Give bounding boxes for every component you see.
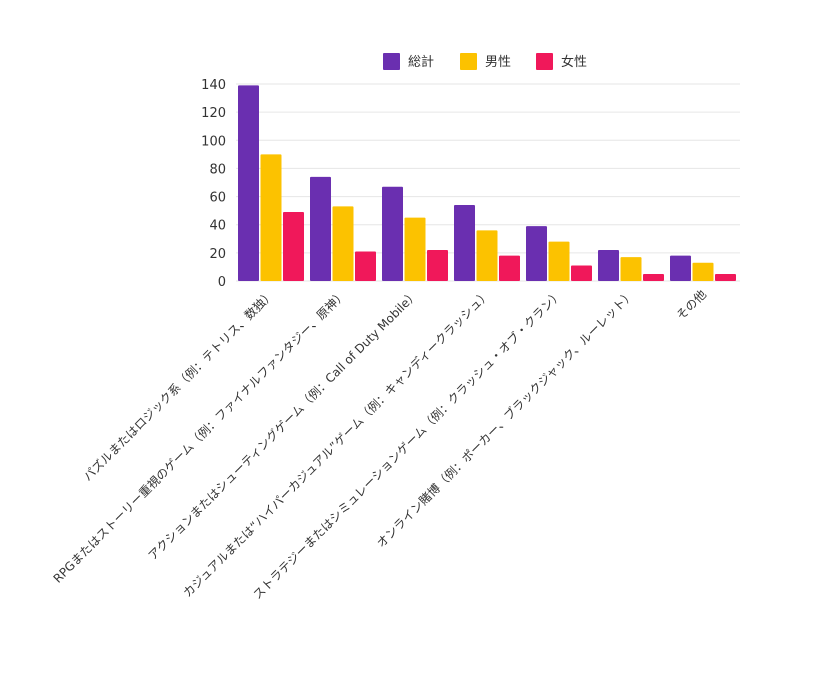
y-tick-label: 20	[209, 247, 226, 262]
bars	[238, 85, 736, 282]
bar-female	[427, 250, 448, 281]
y-tick-label: 140	[201, 78, 226, 93]
x-axis-labels: パズルまたはロジック系（例：テトリス、数独）RPGまたはストーリー重視のゲーム（…	[50, 287, 709, 602]
legend-swatch	[460, 53, 477, 70]
bar-total	[670, 255, 691, 281]
bar-total	[238, 85, 259, 282]
x-category-label: オンライン賭博（例：ポーカー、ブラックジャック、ルーレット）	[373, 287, 637, 551]
x-category-label: アクションまたはシューティングゲーム（例：Call of Duty Mobile…	[146, 287, 422, 563]
legend-label: 女性	[561, 54, 587, 70]
legend-swatch	[536, 53, 553, 70]
y-tick-label: 40	[209, 219, 226, 234]
bar-male	[260, 154, 282, 281]
bar-total	[382, 186, 403, 281]
y-tick-label: 120	[201, 106, 226, 121]
y-axis-ticks: 0 20 40 60 80 100 120 140	[201, 78, 226, 290]
y-tick-label: 0	[218, 275, 226, 290]
bar-male	[476, 230, 498, 281]
bar-female	[643, 273, 664, 281]
bar-female	[571, 265, 592, 281]
bar-male	[692, 262, 714, 281]
bar-total	[310, 176, 331, 281]
bar-male	[404, 217, 426, 281]
legend-label: 男性	[485, 55, 511, 70]
bar-total	[598, 250, 619, 281]
bar-female	[715, 273, 736, 281]
bar-female	[283, 212, 304, 281]
bar-female	[355, 251, 376, 281]
bar-male	[620, 257, 642, 281]
y-tick-label: 60	[209, 191, 226, 206]
bar-male	[548, 241, 570, 281]
bar-male	[332, 206, 354, 281]
legend: 総計 男性 女性	[383, 53, 587, 70]
x-category-label: その他	[674, 287, 709, 322]
bar-total	[526, 226, 547, 281]
legend-label: 総計	[408, 54, 434, 70]
y-tick-label: 100	[201, 134, 226, 149]
bar-total	[454, 205, 475, 281]
legend-swatch	[383, 53, 400, 70]
y-tick-label: 80	[209, 162, 226, 177]
bar-female	[499, 255, 520, 281]
